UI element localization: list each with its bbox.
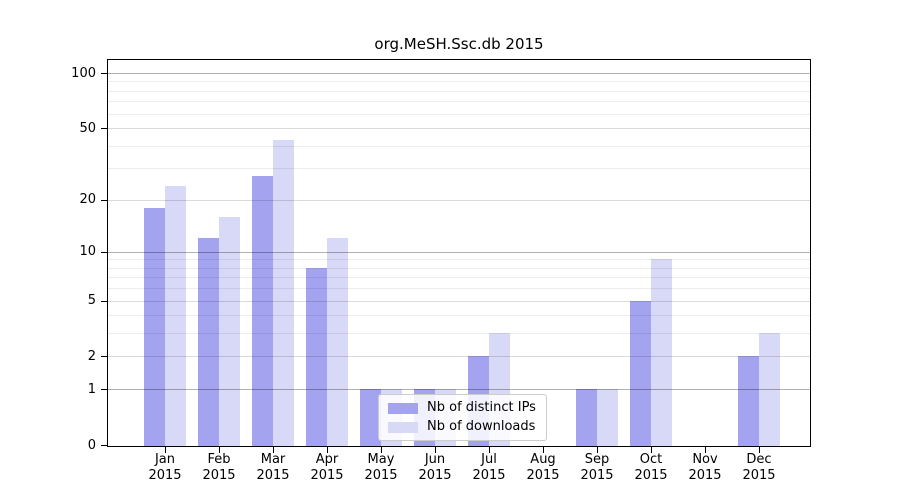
y-axis-tick: [101, 199, 107, 201]
bar-distinct-ips: [360, 389, 381, 446]
decade-gridline: [108, 73, 810, 74]
decade-gridline: [108, 389, 810, 391]
x-tick-label: Oct 2015: [634, 452, 668, 483]
bar-downloads: [273, 139, 294, 446]
x-tick-label: Nov 2015: [688, 452, 722, 483]
x-axis-tick: [435, 447, 436, 453]
x-axis-tick: [759, 447, 760, 453]
y-tick-label: 5: [87, 293, 96, 309]
x-axis-tick: [489, 447, 490, 453]
minor-gridline: [108, 288, 810, 290]
bar-downloads: [165, 185, 186, 446]
y-tick-label: 50: [79, 120, 96, 136]
x-axis-tick: [219, 447, 220, 453]
minor-gridline: [108, 168, 810, 170]
legend-row-distinct-ips: Nb of distinct IPs: [388, 400, 536, 416]
x-axis-tick: [273, 447, 274, 453]
minor-gridline: [108, 315, 810, 317]
x-tick-label: Mar 2015: [256, 452, 290, 483]
legend-swatch-downloads: [388, 421, 418, 433]
bar-distinct-ips: [144, 207, 165, 446]
legend-label-downloads: Nb of downloads: [427, 419, 536, 434]
y-tick-label: 0: [87, 437, 96, 453]
decade-gridline: [108, 251, 810, 253]
minor-gridline: [108, 267, 810, 269]
y-tick-label: 10: [79, 244, 96, 260]
plot-area: Nb of distinct IPs Nb of downloads: [107, 59, 811, 447]
x-tick-label: Feb 2015: [202, 452, 236, 483]
y-axis-tick: [101, 128, 107, 130]
y-tick-label: 20: [79, 192, 96, 208]
x-axis-tick: [381, 447, 382, 453]
minor-gridline: [108, 101, 810, 103]
bar-distinct-ips: [198, 238, 219, 446]
x-tick-label: Dec 2015: [742, 452, 776, 483]
legend: Nb of distinct IPs Nb of downloads: [378, 394, 547, 441]
x-tick-label: Apr 2015: [310, 452, 344, 483]
major-gridline: [108, 128, 810, 130]
y-tick-label: 100: [71, 65, 96, 81]
y-axis-tick: [101, 251, 107, 253]
y-axis-tick: [101, 73, 107, 74]
minor-gridline: [108, 277, 810, 279]
major-gridline: [108, 199, 810, 201]
bar-downloads: [597, 389, 618, 446]
bar-downloads: [759, 333, 780, 446]
x-axis-tick: [165, 447, 166, 453]
x-tick-label: Sep 2015: [580, 452, 614, 483]
x-tick-label: Jul 2015: [472, 452, 506, 483]
major-gridline: [108, 300, 810, 302]
y-axis-tick: [101, 300, 107, 302]
major-gridline: [108, 356, 810, 358]
bar-distinct-ips: [738, 356, 759, 446]
legend-row-downloads: Nb of downloads: [388, 419, 536, 435]
x-tick-label: Jun 2015: [418, 452, 452, 483]
minor-gridline: [108, 145, 810, 147]
y-tick-label: 2: [87, 348, 96, 364]
bar-distinct-ips: [576, 389, 597, 446]
x-tick-label: May 2015: [364, 452, 398, 483]
x-axis-tick: [327, 447, 328, 453]
bar-downloads: [651, 259, 672, 446]
x-axis-tick: [705, 447, 706, 453]
minor-gridline: [108, 259, 810, 261]
y-axis-tick: [101, 389, 107, 391]
y-axis-tick: [101, 445, 107, 446]
y-tick-label: 1: [87, 381, 96, 397]
minor-gridline: [108, 81, 810, 83]
x-tick-label: Jan 2015: [148, 452, 182, 483]
bar-distinct-ips: [306, 267, 327, 446]
x-axis-tick: [651, 447, 652, 453]
y-axis-tick: [101, 356, 107, 358]
minor-gridline: [108, 113, 810, 115]
x-tick-label: Aug 2015: [526, 452, 560, 483]
minor-gridline: [108, 333, 810, 335]
chart-title: org.MeSH.Ssc.db 2015: [374, 35, 544, 53]
bar-downloads: [219, 216, 240, 446]
bar-distinct-ips: [630, 300, 651, 446]
x-axis-tick: [543, 447, 544, 453]
x-axis-tick: [597, 447, 598, 453]
minor-gridline: [108, 90, 810, 92]
bar-distinct-ips: [252, 176, 273, 446]
bar-downloads: [327, 238, 348, 446]
legend-swatch-distinct-ips: [388, 402, 418, 414]
legend-label-distinct-ips: Nb of distinct IPs: [427, 400, 536, 415]
